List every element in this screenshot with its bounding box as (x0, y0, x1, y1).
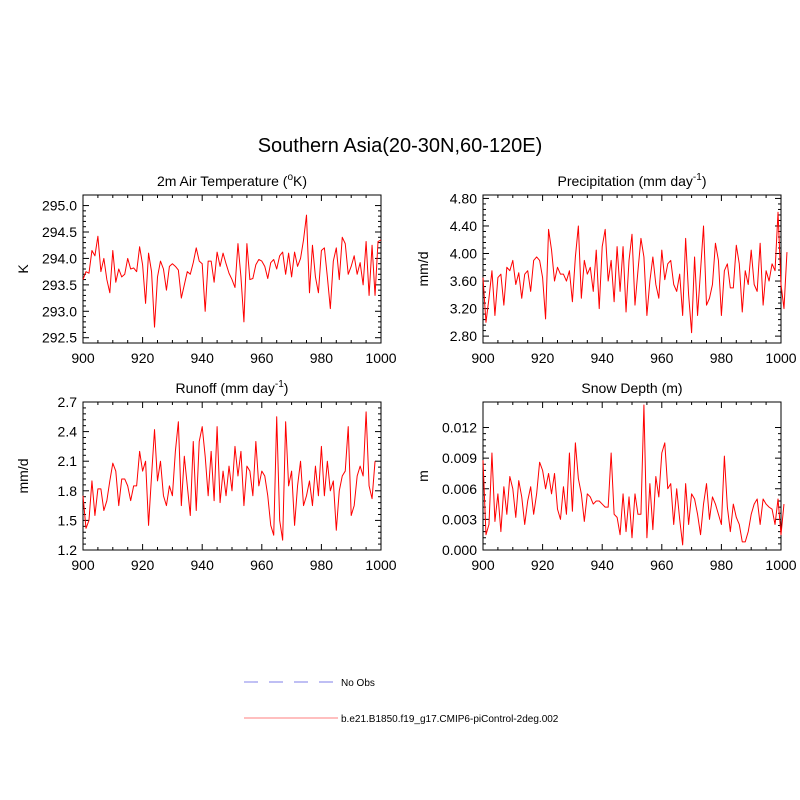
legend-label: b.e21.B1850.f19_g17.CMIP6-piControl-2deg… (341, 714, 559, 725)
y-tick-label: 293.5 (42, 277, 77, 293)
plot-frame (482, 401, 782, 551)
plot-frame (482, 194, 782, 344)
y-tick-label: 1.8 (58, 483, 78, 499)
y-tick-label: 0.009 (442, 450, 477, 466)
x-tick-label: 1000 (765, 557, 796, 573)
legend-entry: b.e21.B1850.f19_g17.CMIP6-piControl-2deg… (244, 714, 559, 725)
panel-title-superscript: o (287, 172, 293, 183)
y-axis-label: mm/d (415, 252, 431, 287)
panel-title-text: 2m Air Temperature ( (157, 173, 288, 189)
panel-title: Snow Depth (m) (581, 380, 682, 396)
x-tick-label: 900 (471, 557, 495, 573)
legend-label: No Obs (341, 678, 375, 689)
panel-4: Snow Depth (m) m 900 920 940 960 980 1000 0.000 0… (415, 380, 797, 573)
x-tick-label: 940 (591, 557, 615, 573)
x-tick-label: 940 (191, 557, 215, 573)
y-tick-label: 0.000 (442, 542, 477, 558)
y-tick-label: 295.0 (42, 198, 77, 214)
panel-title: Precipitation (mm day-1) (558, 172, 707, 189)
x-tick-label: 1000 (365, 350, 396, 366)
series-line (82, 411, 376, 541)
y-tick-label: 2.1 (58, 453, 78, 469)
x-tick-label: 960 (650, 557, 674, 573)
x-tick-label: 960 (250, 557, 274, 573)
y-tick-label: 0.003 (442, 511, 477, 527)
panel-title-text: Snow Depth (m) (581, 380, 682, 396)
x-tick-label: 980 (710, 350, 734, 366)
y-tick-label: 4.00 (450, 246, 477, 262)
y-tick-label: 3.60 (450, 273, 477, 289)
x-tick-label: 960 (650, 350, 674, 366)
x-tick-label: 900 (71, 557, 95, 573)
x-tick-label: 920 (131, 557, 155, 573)
series-line (482, 404, 785, 546)
x-tick-label: 940 (591, 350, 615, 366)
y-tick-label: 2.80 (450, 328, 477, 344)
panel-title-text: Precipitation (mm day (558, 173, 693, 189)
x-tick-label: 920 (531, 557, 555, 573)
panel-title-superscript: -1 (275, 379, 284, 390)
panel-2: Precipitation (mm day-1) mm/d 900 920 940 960… (415, 172, 797, 366)
panel-title: 2m Air Temperature (oK) (157, 172, 307, 189)
y-tick-label: 1.2 (58, 542, 78, 558)
y-tick-label: 292.5 (42, 330, 77, 346)
x-tick-label: 980 (310, 557, 334, 573)
y-tick-label: 294.0 (42, 250, 77, 266)
series-line (82, 214, 382, 328)
legend-entry: No Obs (244, 678, 375, 689)
y-tick-label: 0.006 (442, 481, 477, 497)
panel-1: 2m Air Temperature (oK) K 900 920 940 960 980 1… (15, 172, 397, 366)
y-axis-label: m (415, 470, 431, 482)
x-tick-label: 900 (471, 350, 495, 366)
plot-frame (82, 194, 382, 344)
y-tick-label: 4.80 (450, 190, 477, 206)
panel-3: Runoff (mm day-1) mm/d 900 920 940 960 980 1000… (15, 379, 397, 573)
panel-title-superscript: -1 (693, 172, 702, 183)
y-tick-label: 2.4 (58, 424, 78, 440)
y-axis-label: K (15, 264, 31, 274)
y-tick-label: 4.40 (450, 218, 477, 234)
x-tick-label: 900 (71, 350, 95, 366)
y-tick-label: 1.5 (58, 512, 78, 528)
y-tick-label: 2.7 (58, 394, 78, 410)
panel-title-unit-suffix: K) (293, 173, 307, 189)
legend: No Obs b.e21.B1850.f19_g17.CMIP6-piContro… (244, 678, 559, 725)
y-tick-label: 0.012 (442, 420, 477, 436)
x-tick-label: 920 (131, 350, 155, 366)
y-tick-label: 294.5 (42, 224, 77, 240)
x-tick-label: 940 (191, 350, 215, 366)
panels: 2m Air Temperature (oK) K 900 920 940 960 980 1… (15, 172, 797, 573)
x-tick-label: 960 (250, 350, 274, 366)
x-tick-label: 980 (310, 350, 334, 366)
x-tick-label: 1000 (365, 557, 396, 573)
series-line (482, 211, 788, 334)
panel-title-unit-suffix: ) (702, 173, 707, 189)
y-tick-label: 293.0 (42, 303, 77, 319)
panel-title-text: Runoff (mm day (176, 380, 275, 396)
panel-title: Runoff (mm day-1) (176, 379, 289, 396)
y-tick-label: 3.20 (450, 301, 477, 317)
x-tick-label: 920 (531, 350, 555, 366)
panel-title-unit-suffix: ) (284, 380, 289, 396)
x-tick-label: 980 (710, 557, 734, 573)
y-axis-label: mm/d (15, 459, 31, 494)
figure-title: Southern Asia(20-30N,60-120E) (258, 135, 543, 157)
x-tick-label: 1000 (765, 350, 796, 366)
